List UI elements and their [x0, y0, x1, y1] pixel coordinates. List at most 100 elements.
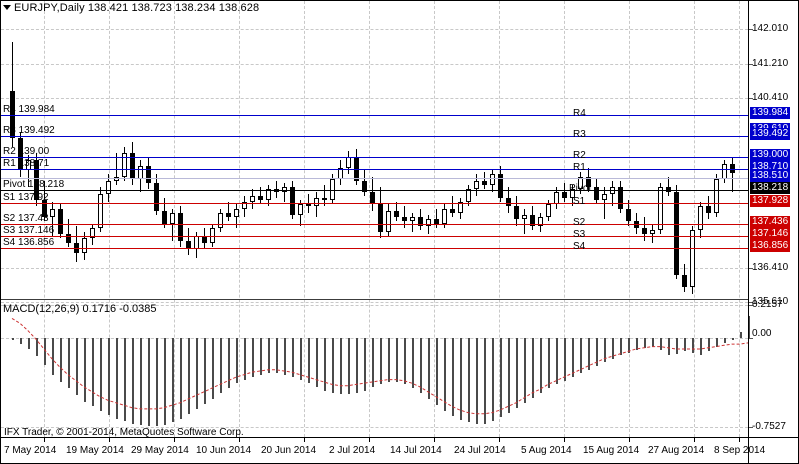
- macd-histogram-bar: [388, 338, 390, 382]
- macd-histogram-bar: [404, 338, 406, 385]
- pivot-line-r1g[interactable]: [0, 178, 748, 179]
- pivot-left-label-r2: R2 139.00: [3, 146, 50, 157]
- pivot-left-label-r3: R3 139.492: [3, 125, 55, 136]
- macd-axis-label: 0.00: [752, 328, 772, 339]
- pivot-line-s3[interactable]: [0, 236, 748, 237]
- macd-axis-tick: [748, 338, 753, 339]
- candle-body: [690, 229, 695, 288]
- macd-histogram-bar: [252, 338, 254, 378]
- price-tag-label[interactable]: 137.436: [750, 216, 791, 228]
- macd-histogram-bar: [332, 338, 334, 393]
- date-axis-tick: [739, 438, 740, 442]
- macd-histogram-bar: [652, 338, 654, 347]
- pivot-line-s1[interactable]: [0, 203, 748, 204]
- macd-histogram-bar: [620, 338, 622, 356]
- candle-body: [178, 212, 183, 241]
- macd-histogram-bar: [444, 338, 446, 412]
- price-tag-label[interactable]: 138.218: [750, 182, 791, 194]
- macd-histogram-bar: [628, 338, 630, 353]
- price-tag-label[interactable]: 139.984: [750, 107, 791, 119]
- price-tag-label[interactable]: 136.856: [750, 240, 791, 252]
- candle-body: [450, 208, 455, 213]
- pivot-line-r4[interactable]: [0, 115, 748, 116]
- candle-wick: [404, 206, 405, 228]
- candle-wick: [612, 180, 613, 207]
- macd-histogram-bar: [724, 338, 726, 343]
- price-axis-tick: [748, 98, 753, 99]
- pivot-right-label-r3: R3: [573, 129, 586, 140]
- macd-histogram-bar: [292, 338, 294, 378]
- candle-body: [482, 180, 487, 186]
- pivot-left-label-s1: S1 137.92: [3, 192, 49, 203]
- candle-body: [626, 208, 631, 222]
- macd-histogram-bar: [20, 338, 22, 345]
- macd-histogram-bar: [516, 338, 518, 408]
- macd-histogram-bar: [708, 338, 710, 352]
- macd-histogram-bar: [68, 338, 70, 389]
- date-axis-label: 24 Jul 2014: [454, 445, 506, 456]
- candle-body: [226, 212, 231, 218]
- macd-histogram-bar: [572, 338, 574, 378]
- macd-signal-line: [11, 317, 748, 415]
- pivot-right-label-s3: S3: [573, 229, 586, 240]
- candle-body: [410, 217, 415, 222]
- price-tag-label[interactable]: 139.492: [750, 128, 791, 140]
- pivot-line-s2[interactable]: [0, 224, 748, 225]
- macd-histogram-bar: [604, 338, 606, 363]
- candle-body: [570, 189, 575, 198]
- macd-histogram-bar: [140, 338, 142, 425]
- price-tag-label[interactable]: 138.510: [750, 170, 791, 182]
- candle-body: [658, 187, 663, 230]
- pivot-right-label-r1: R1: [573, 162, 586, 173]
- date-axis-tick: [564, 438, 565, 442]
- date-axis-label: 2 Jul 2014: [329, 445, 376, 456]
- chart-header[interactable]: EURJPY,Daily 138.421 138.723 138.234 138…: [3, 2, 259, 14]
- macd-histogram-bar: [556, 338, 558, 385]
- grid-line-vertical: [739, 1, 740, 437]
- triangle-down-icon[interactable]: [3, 4, 11, 10]
- grid-line-vertical: [694, 1, 695, 437]
- date-axis-tick: [369, 438, 370, 442]
- price-tag-label[interactable]: 139.000: [750, 149, 791, 161]
- candle-body: [378, 204, 383, 233]
- macd-header-label: MACD(12,26,9) 0.1716 -0.0385: [3, 303, 157, 315]
- candle-wick: [284, 182, 285, 203]
- candle-body: [58, 208, 63, 235]
- macd-histogram-bar: [76, 338, 78, 396]
- price-tag-label[interactable]: 137.146: [750, 228, 791, 240]
- price-tag-label[interactable]: 137.928: [750, 195, 791, 207]
- date-axis-tick: [304, 438, 305, 442]
- candle-wick: [324, 185, 325, 207]
- pivot-right-label-s1: S1: [573, 196, 586, 207]
- grid-line-horizontal: [1, 29, 748, 30]
- macd-histogram-bar: [564, 338, 566, 381]
- pivot-line-r3[interactable]: [0, 136, 748, 137]
- candle-body: [218, 212, 223, 228]
- macd-histogram-bar: [164, 338, 166, 425]
- candle-body: [386, 210, 391, 233]
- macd-histogram-bar: [324, 338, 326, 391]
- macd-histogram-bar: [244, 338, 246, 380]
- macd-histogram-bar: [204, 338, 206, 404]
- macd-histogram-bar: [668, 338, 670, 356]
- candle-body: [522, 214, 527, 220]
- pivot-line-pivot[interactable]: [0, 190, 748, 191]
- macd-histogram-bar: [396, 338, 398, 382]
- pivot-left-label-s2: S2 137.43: [3, 213, 49, 224]
- price-axis-tick: [748, 29, 753, 30]
- candle-wick: [52, 202, 53, 237]
- pivot-line-r2[interactable]: [0, 157, 748, 158]
- pivot-line-s4[interactable]: [0, 248, 748, 249]
- macd-histogram-bar: [372, 338, 374, 387]
- candle-wick: [412, 212, 413, 233]
- candle-body: [122, 153, 127, 177]
- candle-body: [546, 204, 551, 218]
- date-axis-label: 14 Jul 2014: [390, 445, 442, 456]
- candle-body: [154, 182, 159, 211]
- candle-wick: [28, 155, 29, 188]
- pivot-left-label-s3: S3 137.146: [3, 225, 55, 236]
- candle-body: [562, 191, 567, 198]
- pivot-line-r1[interactable]: [0, 169, 748, 170]
- macd-histogram-bar: [52, 338, 54, 375]
- macd-axis-label: 0.2157: [752, 299, 783, 310]
